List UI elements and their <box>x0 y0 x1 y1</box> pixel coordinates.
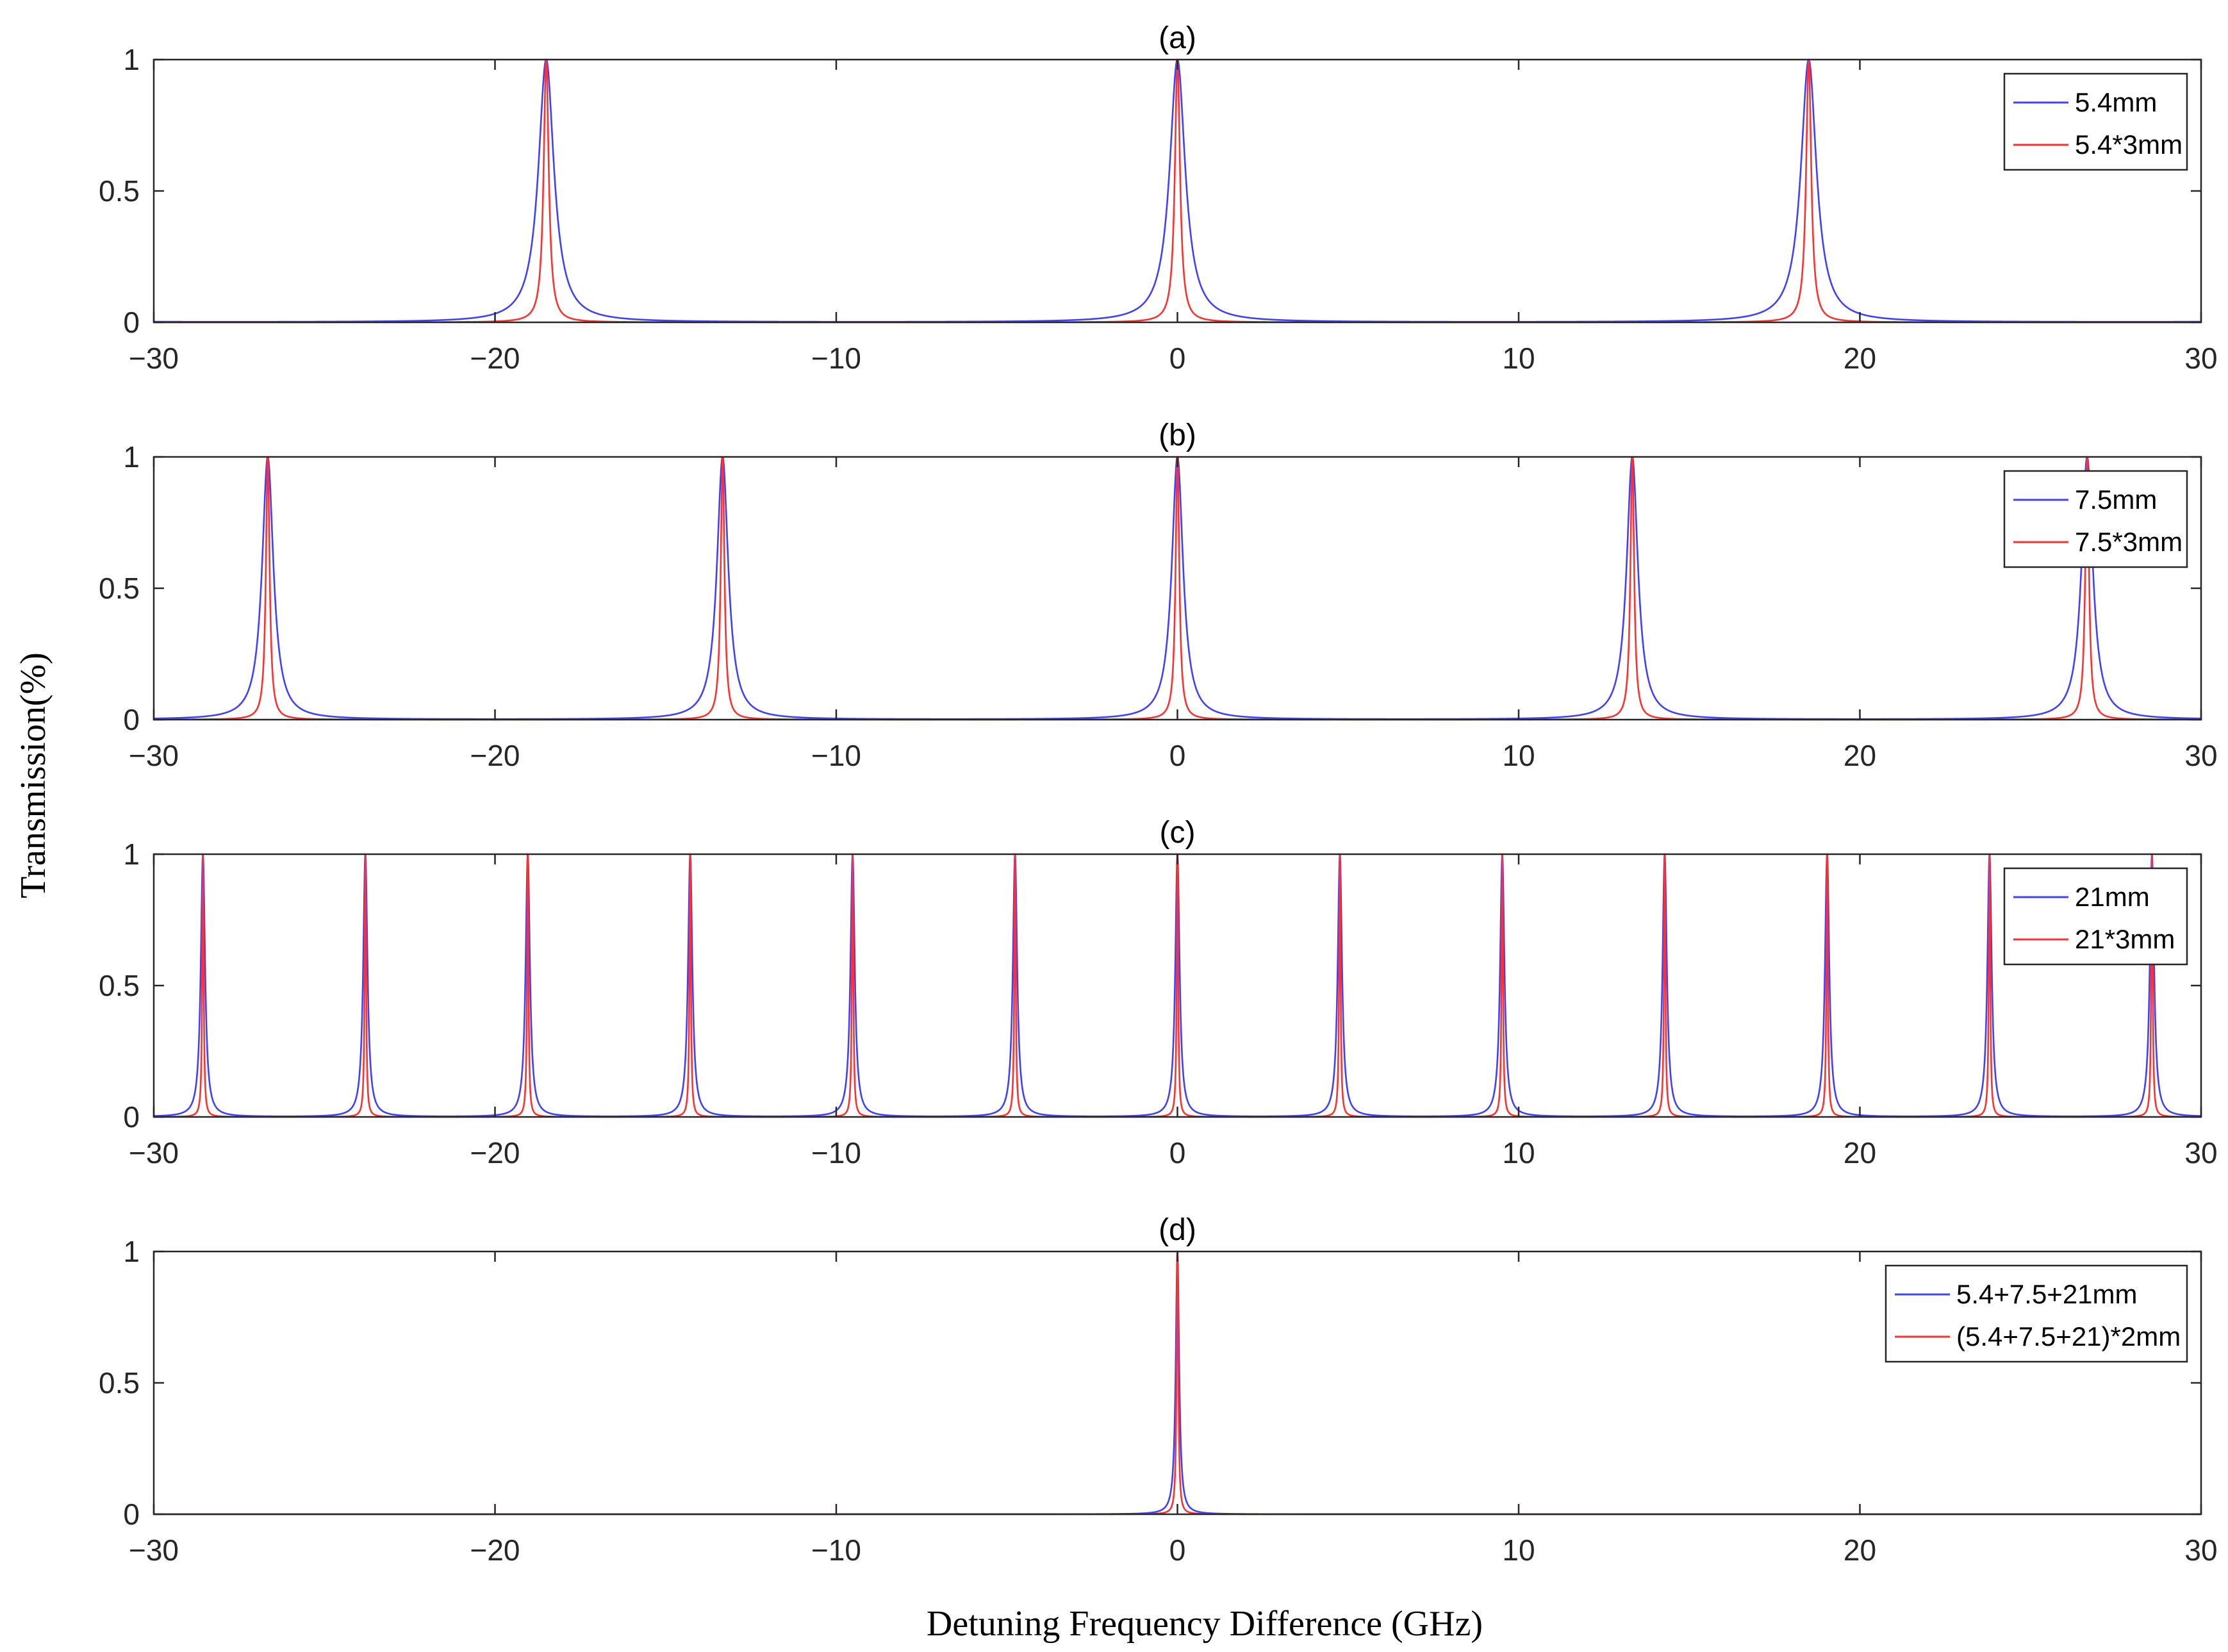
y-tick-label: 1 <box>123 1235 140 1268</box>
x-tick-label: −20 <box>470 1136 520 1169</box>
y-tick-label: 0.5 <box>99 969 140 1002</box>
y-axis-label: Transmission(%) <box>13 652 53 898</box>
y-tick-label: 1 <box>123 440 140 474</box>
x-tick-label: 20 <box>1844 342 1876 375</box>
legend-box <box>1885 1264 2188 1363</box>
legend-entry: 21*3mm <box>2075 924 2175 954</box>
y-tick-label: 0.5 <box>99 572 140 605</box>
x-tick-label: −30 <box>129 342 179 375</box>
x-tick-label: −20 <box>470 342 520 375</box>
x-tick-label: 0 <box>1169 342 1186 375</box>
series-line-red <box>154 58 2201 324</box>
x-tick-label: 10 <box>1502 1136 1535 1169</box>
series-line-red <box>154 853 2201 1118</box>
legend: 5.4+7.5+21mm (5.4+7.5+21)*2mm <box>1885 1264 2188 1363</box>
plot-frame <box>153 58 2202 324</box>
legend-box <box>2003 72 2188 171</box>
x-tick-label: 30 <box>2184 1533 2217 1567</box>
legend-entry: (5.4+7.5+21)*2mm <box>1956 1321 2181 1351</box>
panel-c: −30 −20 −10 0 10 20 30 0 0.5 1 (c) 21mm 21*3mm <box>99 816 2218 1169</box>
plot-frame <box>153 456 2202 721</box>
x-tick-label: −10 <box>811 342 861 375</box>
x-tick-label: 0 <box>1169 739 1186 772</box>
x-tick-label: 20 <box>1844 1533 1876 1567</box>
y-tick-label: 0 <box>123 1100 140 1134</box>
x-tick-label: −30 <box>129 1136 179 1169</box>
x-tick-label: 30 <box>2184 342 2217 375</box>
x-tick-label: −20 <box>470 1533 520 1567</box>
legend-entry: 21mm <box>2075 882 2150 912</box>
series-line-red <box>154 456 2201 721</box>
panel-title: (a) <box>1159 21 1196 55</box>
x-axis-label: Detuning Frequency Difference (GHz) <box>927 1604 1483 1644</box>
x-tick-label: −30 <box>129 739 179 772</box>
y-tick-label: 1 <box>123 43 140 76</box>
legend: 5.4mm 5.4*3mm <box>2003 72 2188 171</box>
x-tick-label: 30 <box>2184 739 2217 772</box>
legend-box <box>2003 867 2188 966</box>
panel-b: −30 −20 −10 0 10 20 30 0 0.5 1 (b) 7.5mm 7.5*3mm <box>99 418 2218 772</box>
x-tick-label: −30 <box>129 1533 179 1567</box>
x-tick-label: 10 <box>1502 342 1535 375</box>
legend: 7.5mm 7.5*3mm <box>2003 470 2188 568</box>
x-tick-label: −10 <box>811 1533 861 1567</box>
y-tick-label: 0.5 <box>99 174 140 208</box>
legend-entry: 7.5mm <box>2075 484 2157 515</box>
x-tick-label: 0 <box>1169 1533 1186 1567</box>
legend: 21mm 21*3mm <box>2003 867 2188 966</box>
legend-entry: 5.4mm <box>2075 87 2157 117</box>
panel-d: −30 −20 −10 0 10 20 30 0 0.5 1 (d) 5.4+7.5+21mm (5.4… <box>99 1213 2218 1567</box>
y-tick-label: 0 <box>123 306 140 339</box>
legend-entry: 5.4+7.5+21mm <box>1956 1279 2138 1309</box>
x-tick-label: 10 <box>1502 739 1535 772</box>
x-tick-label: 30 <box>2184 1136 2217 1169</box>
y-tick-label: 0 <box>123 703 140 736</box>
panel-title: (d) <box>1159 1213 1196 1247</box>
panels: −30 −20 −10 0 10 20 3000.51(a)5.4mm5.4*3mm−30−… <box>99 21 2218 1567</box>
x-tick-label: 10 <box>1502 1533 1535 1567</box>
x-tick-label: 20 <box>1844 739 1876 772</box>
legend-box <box>2003 470 2188 568</box>
panel-title: (b) <box>1159 418 1196 452</box>
series-line-blue <box>154 58 2201 323</box>
y-tick-label: 0.5 <box>99 1366 140 1400</box>
series-line-blue <box>154 456 2201 720</box>
x-tick-label: −10 <box>811 739 861 772</box>
y-tick-label: 0 <box>123 1498 140 1531</box>
x-tick-label: −20 <box>470 739 520 772</box>
panel-title: (c) <box>1160 816 1196 850</box>
panel-a: −30 −20 −10 0 10 20 30 0 0.5 1 (a) 5.4mm 5.4*3mm <box>99 21 2218 375</box>
x-tick-label: −10 <box>811 1136 861 1169</box>
legend-entry: 7.5*3mm <box>2075 527 2183 557</box>
y-tick-label: 1 <box>123 838 140 871</box>
x-tick-label: 20 <box>1844 1136 1876 1169</box>
legend-entry: 5.4*3mm <box>2075 129 2183 160</box>
x-tick-label: 0 <box>1169 1136 1186 1169</box>
